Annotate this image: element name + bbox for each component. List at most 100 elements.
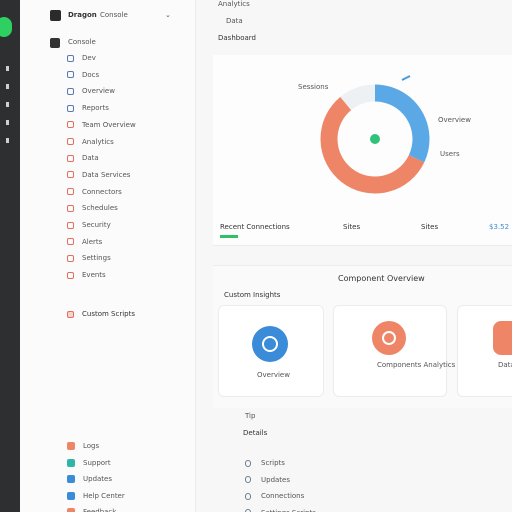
nav-label: Team Overview <box>82 120 136 129</box>
rail-icons <box>6 66 9 150</box>
brand: Dragon <box>68 11 97 19</box>
list-item[interactable]: Scripts <box>245 459 285 467</box>
list-icon <box>245 476 251 483</box>
app-rail <box>0 0 20 512</box>
donut-center <box>370 134 380 144</box>
bottom-label: Updates <box>83 475 112 483</box>
card-icon <box>372 321 406 355</box>
card[interactable]: Data <box>457 305 512 397</box>
donut-label: Users <box>440 150 460 158</box>
nav-item[interactable]: Events <box>67 269 106 281</box>
list-icon <box>245 509 251 512</box>
nav-icon <box>67 87 74 95</box>
nav-icon <box>67 138 74 145</box>
bottom-item[interactable]: Updates <box>67 475 112 483</box>
list-icon <box>245 492 251 500</box>
list-label: Scripts <box>261 459 285 467</box>
nav-icon <box>67 71 74 79</box>
nav-label: Data Services <box>82 170 131 179</box>
nav-item[interactable]: Docs <box>67 69 99 81</box>
nav-icon <box>67 310 74 318</box>
nav-item[interactable]: Dev <box>67 52 96 64</box>
list-title: Tip <box>245 412 256 420</box>
stat-bar <box>220 235 238 238</box>
nav-item[interactable]: Reports <box>67 102 109 114</box>
page-title: Dashboard <box>218 34 256 42</box>
card-icon <box>493 321 512 355</box>
nav-item[interactable]: Connectors <box>67 186 122 198</box>
brand-logo <box>50 10 61 21</box>
section-icon <box>50 38 60 48</box>
bottom-icon <box>67 491 75 500</box>
nav-item[interactable]: Data Services <box>67 169 130 181</box>
list-item[interactable]: Settings Scripts <box>245 509 316 512</box>
sidebar: Dragon Console ⌄ Console <box>20 0 196 512</box>
nav-icon <box>67 54 74 62</box>
bottom-item[interactable]: Feedback <box>67 508 116 512</box>
bottom-label: Feedback <box>83 508 117 512</box>
nav-item[interactable]: Settings <box>67 252 111 264</box>
status-dot <box>0 17 12 37</box>
list-label: Updates <box>261 475 290 484</box>
nav-label: Analytics <box>82 137 114 146</box>
nav-icon <box>67 171 74 179</box>
section-title: Component Overview <box>338 274 425 283</box>
bottom-item[interactable]: Logs <box>67 442 99 450</box>
bottom-label: Logs <box>83 442 100 450</box>
nav-item[interactable]: Data <box>67 152 99 164</box>
nav-icon <box>67 221 74 229</box>
crumb[interactable]: Analytics <box>218 0 250 8</box>
list-label: Connections <box>261 492 305 500</box>
nav-icon <box>67 154 74 162</box>
bottom-item[interactable]: Help Center <box>67 491 125 500</box>
nav-icon <box>67 254 74 262</box>
donut-label: Overview <box>438 116 471 124</box>
nav-label: Overview <box>82 87 115 96</box>
bottom-icon <box>67 508 75 512</box>
nav-label: Custom Scripts <box>82 310 135 318</box>
brand-sub: Console <box>100 11 128 19</box>
bottom-icon <box>67 442 75 450</box>
crumb-sub[interactable]: Data <box>226 17 243 25</box>
nav-item[interactable]: Analytics <box>67 136 114 148</box>
list-icon <box>245 459 251 467</box>
card-label: Data <box>498 361 512 369</box>
bottom-icon <box>67 475 75 483</box>
nav-icon <box>67 204 74 212</box>
nav-item[interactable]: Custom Scripts <box>67 308 135 320</box>
nav-icon <box>67 121 74 129</box>
bottom-item[interactable]: Support <box>67 458 111 467</box>
collapse[interactable]: ⌄ <box>165 11 171 19</box>
nav-item[interactable]: Schedules <box>67 202 118 214</box>
nav-item[interactable]: Security <box>67 219 111 231</box>
stat: Sites <box>343 223 361 231</box>
stat: Recent Connections <box>220 223 290 231</box>
card[interactable]: Overview <box>218 305 324 397</box>
nav-item[interactable]: Overview <box>67 85 115 97</box>
nav-icon <box>67 104 74 112</box>
list-item[interactable]: Updates <box>245 476 290 484</box>
nav-label: Security <box>82 221 111 229</box>
nav-item[interactable]: Team Overview <box>67 119 136 131</box>
list-label: Settings Scripts <box>261 509 316 512</box>
card[interactable]: Components Analytics <box>333 305 455 397</box>
nav-icon <box>67 271 74 279</box>
donut-segment <box>374 84 430 163</box>
bottom-icon <box>67 458 75 467</box>
nav-icon <box>67 188 74 196</box>
list-subtitle: Details <box>243 429 268 437</box>
nav-icon <box>67 238 74 246</box>
chart-marker <box>401 75 411 81</box>
nav-label: Schedules <box>82 204 118 213</box>
section-subtitle: Custom Insights <box>224 291 281 299</box>
nav-label: Docs <box>82 70 100 79</box>
donut-label: Sessions <box>298 83 329 91</box>
donut-segment <box>320 97 425 194</box>
stat: Sites <box>421 223 439 231</box>
nav-label: Settings <box>82 254 111 263</box>
nav-label: Events <box>82 271 106 280</box>
list-item[interactable]: Connections <box>245 492 304 500</box>
nav-item[interactable]: Alerts <box>67 236 102 248</box>
